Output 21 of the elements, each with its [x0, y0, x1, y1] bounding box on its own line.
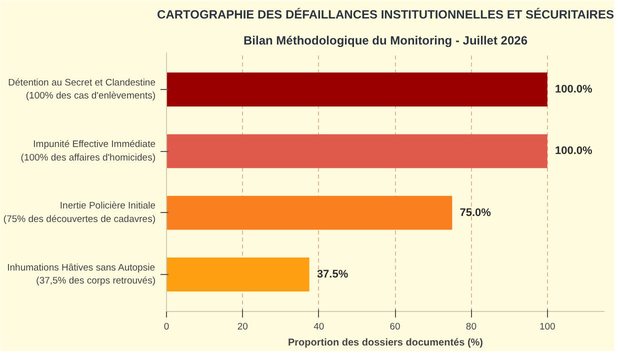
data-label: 100.0% — [554, 84, 593, 96]
bar — [166, 72, 548, 106]
y-tick-label: Inertie Policière Initiale (75% des découvertes de cadavres) — [3, 200, 156, 225]
x-tick-label: 80 — [466, 322, 476, 332]
x-tick-label: 40 — [314, 322, 324, 332]
bar — [166, 258, 310, 292]
data-label: 37.5% — [316, 268, 348, 280]
x-tick-label: 20 — [237, 322, 248, 332]
data-label: 100.0% — [554, 145, 593, 158]
y-tick-label: Impunité Effective Immédiate (100% des affaires d'homicides) — [20, 139, 156, 164]
data-label: 75.0% — [460, 206, 492, 219]
x-axis-title: Proportion des dossiers documentés (%) — [288, 338, 484, 348]
x-tick-label: 0 — [164, 322, 170, 332]
x-tick-label: 100 — [539, 322, 556, 332]
chart-title: CARTOGRAPHIE DES DÉFAILLANCES INSTITUTIONNELLES ET SÉCURITAIRES — [157, 8, 614, 22]
x-tick-label: 60 — [390, 322, 400, 332]
bar — [166, 196, 452, 230]
y-tick-label: Détention au Secret et Clandestine (100% des cas d'enlèvements) — [8, 77, 156, 102]
y-tick-label: Inhumations Hâtives sans Autopsie (37,5% des corps retrouvés) — [7, 262, 156, 287]
chart-subtitle: Bilan Méthodologique du Monitoring - Juillet 2026 — [244, 34, 528, 48]
bar — [166, 134, 548, 168]
